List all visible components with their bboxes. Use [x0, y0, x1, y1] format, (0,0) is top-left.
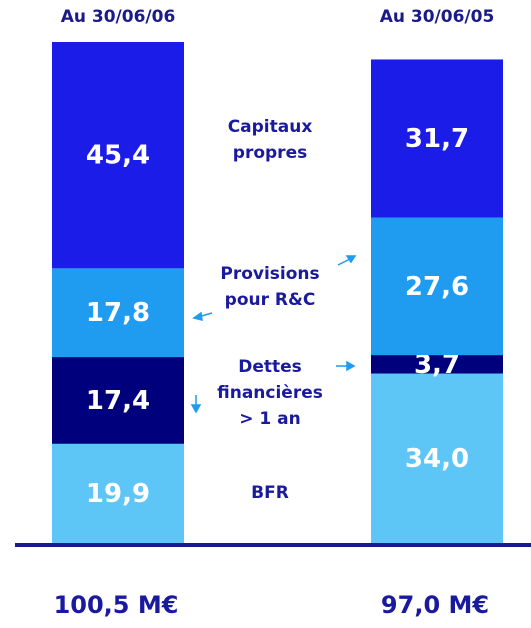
bar-segment	[52, 357, 184, 444]
value-label: 27,6	[405, 272, 469, 302]
baseline	[15, 543, 531, 547]
total-label: 100,5 M€	[54, 591, 179, 619]
value-label: 17,4	[86, 386, 150, 416]
bar-segment	[371, 217, 503, 356]
value-label: 17,8	[86, 298, 150, 328]
bar-segment	[52, 42, 184, 269]
bar-segment	[52, 443, 184, 543]
bar-segment	[371, 59, 503, 218]
value-label: 19,9	[86, 479, 150, 509]
value-label: 45,4	[86, 141, 150, 171]
legend-label: BFR	[251, 483, 289, 503]
total-label: 97,0 M€	[381, 591, 489, 619]
bar-segment	[371, 373, 503, 543]
category-label: Au 30/06/05	[380, 7, 495, 27]
legend-label: Dettes financières > 1 an	[217, 357, 323, 429]
value-label: 34,0	[405, 444, 469, 474]
value-label: 31,7	[405, 124, 469, 154]
legend-label: Provisions pour R&C	[220, 264, 320, 310]
arrows	[190, 255, 357, 414]
bar-segment	[52, 268, 184, 358]
category-label: Au 30/06/06	[61, 7, 176, 27]
bar-segment	[371, 355, 503, 374]
legend-label: Capitaux propres	[227, 117, 313, 163]
